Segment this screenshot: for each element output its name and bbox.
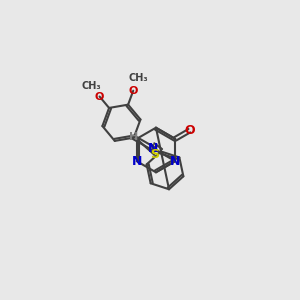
- Text: N: N: [170, 154, 180, 168]
- Text: O: O: [129, 86, 138, 96]
- Text: N: N: [148, 142, 158, 155]
- Text: CH₃: CH₃: [81, 81, 101, 91]
- Text: CH₃: CH₃: [128, 73, 148, 83]
- Text: H: H: [129, 132, 138, 142]
- Text: S: S: [150, 148, 159, 161]
- Text: N: N: [131, 154, 142, 168]
- Text: O: O: [184, 124, 195, 137]
- Text: O: O: [95, 92, 104, 101]
